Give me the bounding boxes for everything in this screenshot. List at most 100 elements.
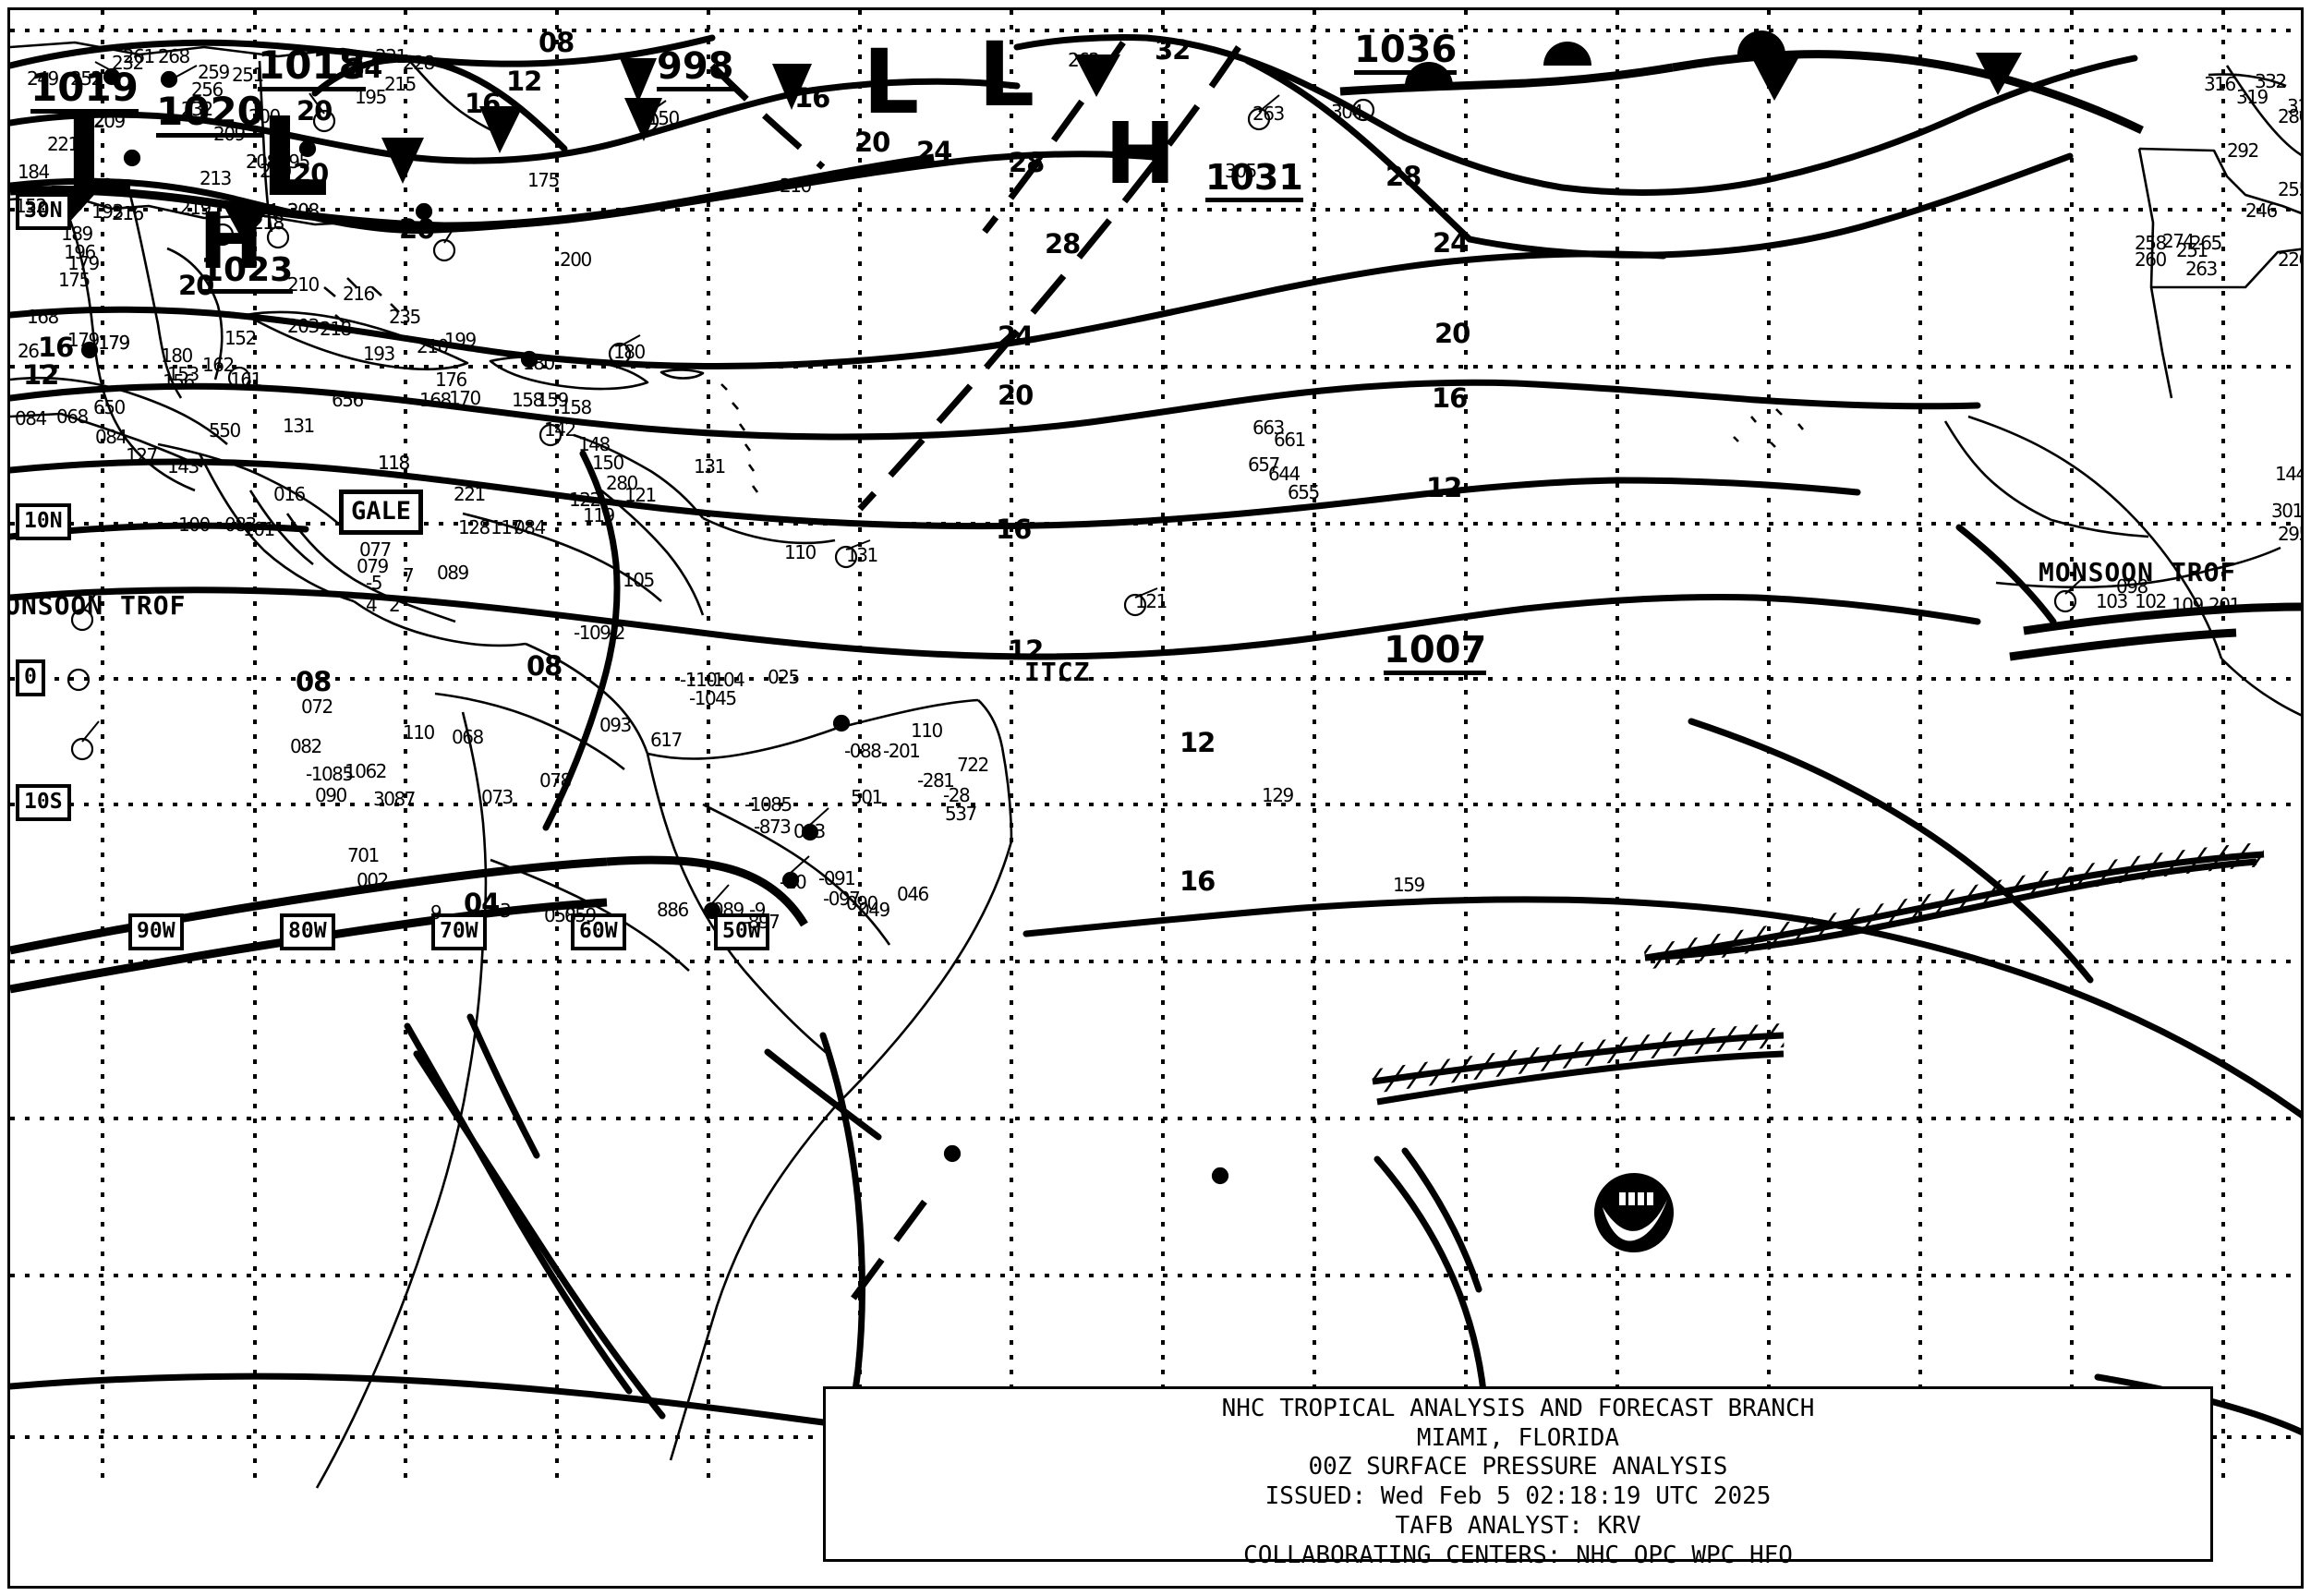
isotherm-label: 24 [1433, 227, 1469, 259]
itcz-hatched-band [1371, 842, 2265, 1106]
low-value-1018: 1018 [258, 44, 366, 92]
low-center-L-3: L [863, 30, 920, 134]
station-number: 215 [384, 73, 417, 95]
station-number: 2 [389, 594, 401, 616]
station-number: 332 [2255, 70, 2287, 92]
station-number: 295 [2278, 523, 2301, 545]
station-number: 310 [2287, 95, 2301, 117]
station-number: 084 [15, 407, 47, 429]
station-number: 152 [224, 327, 257, 349]
station-number: 228 [403, 52, 435, 74]
station-number: 644 [1268, 463, 1301, 485]
high-value-1023: 1023 [200, 253, 294, 294]
isotherm-label: 28 [1045, 228, 1081, 260]
station-number: 3087 [373, 788, 416, 810]
station-number: -1085 [306, 763, 354, 785]
station-number: 214 [246, 200, 278, 222]
station-number: 002 [357, 869, 389, 891]
lat-label-10s: 10S [16, 784, 71, 821]
station-number: 4 [366, 594, 378, 616]
isotherm-label: 08 [538, 27, 575, 58]
isotherm-label: 20 [296, 95, 333, 127]
station-number: 180 [613, 341, 646, 363]
station-number: 195 [278, 151, 310, 173]
isotherm-label: 12 [1008, 635, 1044, 666]
station-number: -2 [609, 622, 625, 644]
station-number: 195 [355, 86, 387, 108]
station-number: 656 [332, 389, 364, 411]
station-number: 129 [1262, 784, 1294, 806]
station-number: 110 [911, 719, 943, 742]
station-number: 550 [209, 419, 241, 441]
low-value-1020: 1020 [156, 91, 264, 139]
station-number: 203 [287, 315, 320, 337]
lon-label-70w: 70W [431, 913, 487, 950]
station-number: -201 [883, 740, 921, 762]
station-number: 068 [452, 726, 484, 748]
station-number: 186 [79, 175, 112, 197]
station-number: -873 [754, 816, 792, 838]
station-number: 661 [1274, 429, 1306, 451]
station-number: 083 [224, 514, 257, 536]
station-number: 110 [784, 541, 817, 563]
station-number: 049 [858, 899, 890, 921]
station-number: 158 [512, 389, 544, 411]
isotherm-label: 28 [1009, 147, 1045, 178]
legend-line-collaborating: COLLABORATING CENTERS: NHC OPC WPC HFO [1243, 1541, 1793, 1569]
high-value-1031: 1031 [1205, 159, 1303, 202]
station-number: 143 [167, 455, 200, 478]
station-number: 121 [624, 484, 657, 506]
station-number: 093 [599, 714, 632, 736]
station-number: 232 [181, 98, 213, 120]
station-number: 122 [569, 489, 601, 511]
station-number: 090 [315, 784, 347, 806]
station-number: 196 [64, 241, 96, 263]
isotherm-label: 20 [998, 380, 1034, 411]
isotherm-label: 16 [794, 82, 830, 114]
station-number: 268 [158, 45, 190, 67]
station-number: 152 [15, 195, 47, 217]
station-number: 886 [657, 899, 689, 921]
station-number: 252 [70, 67, 103, 90]
station-number: 089 [712, 899, 744, 921]
isotherm-label: 20 [399, 213, 435, 245]
station-plots [66, 61, 2085, 1185]
station-number: 200 [560, 248, 592, 271]
station-number: 058 [544, 904, 576, 926]
station-number: 161 [230, 369, 262, 391]
station-number: 701 [347, 844, 380, 866]
isotherm-label: 12 [1426, 472, 1462, 503]
monsoon-trof-label-right: MONSOON TROF [2039, 557, 2237, 587]
station-number: 118 [378, 452, 410, 474]
station-number: 119 [583, 504, 615, 526]
station-number: 109 [2172, 594, 2204, 616]
map-frame: L 1019 L 1020 1018 H 1023 998 L L H 1031… [7, 7, 2304, 1589]
station-number: 131 [694, 455, 726, 478]
station-number: 073 [481, 786, 514, 808]
itcz-label: ITCZ [1024, 657, 1091, 687]
station-number: 175 [527, 169, 560, 191]
noaa-logo [1594, 1173, 1674, 1252]
station-number: 025 [768, 666, 800, 688]
station-number: -097 [823, 888, 861, 910]
isotherm-label: 16 [996, 514, 1032, 545]
station-number: 102 [2135, 590, 2167, 612]
station-number: 501 [851, 786, 883, 808]
station-number: 078 [539, 769, 572, 792]
station-number: 256 [191, 79, 224, 101]
station-number: 251 [232, 64, 264, 86]
station-number: 046 [897, 883, 929, 905]
station-number: 068 [56, 405, 89, 428]
high-value-1036: 1036 [1354, 30, 1458, 75]
station-number: 209 [213, 123, 246, 145]
isotherm-label: 16 [1432, 382, 1468, 414]
lat-label-10n: 10N [16, 503, 71, 540]
station-number: 072 [301, 695, 333, 718]
station-number: -28 [943, 784, 971, 806]
legend-box: NHC TROPICAL ANALYSIS AND FORECAST BRANC… [823, 1386, 2213, 1569]
isotherm-label: 12 [23, 359, 59, 391]
isotherm-label: 08 [296, 666, 332, 697]
station-number: 216 [343, 283, 375, 305]
monsoon-trof-label-left: ONSOON TROF [7, 590, 187, 621]
station-number: 179 [98, 332, 130, 354]
